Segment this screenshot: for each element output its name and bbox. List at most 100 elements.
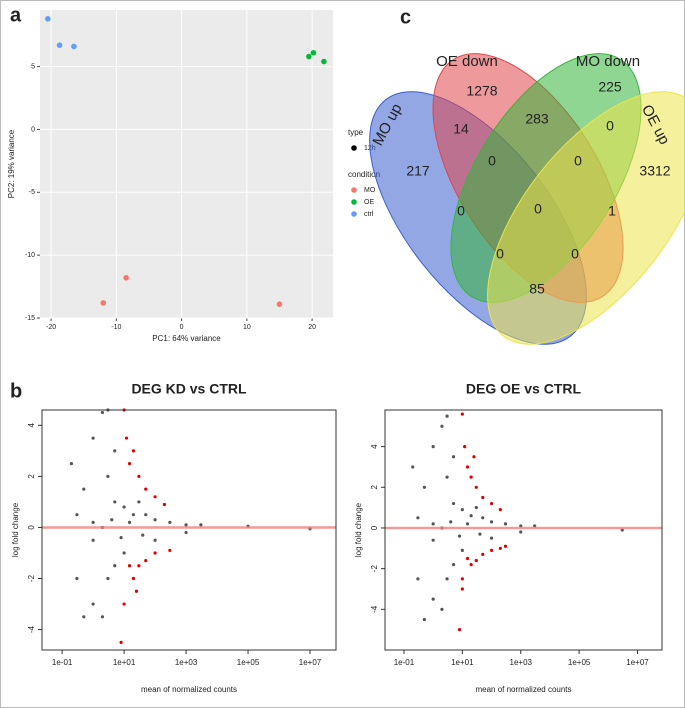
venn-count: 0 [574,153,582,169]
point [465,556,470,561]
x-tick-label: -10 [111,324,121,331]
point [100,300,107,306]
point [137,474,141,478]
point [113,500,117,504]
point [124,436,129,440]
y-tick-label: 4 [370,444,379,449]
point [56,42,63,48]
point [119,640,123,644]
point [75,513,79,517]
x-tick-label: 1e+07 [626,658,649,667]
venn-set-label: OE down [436,53,498,70]
y-tick-label: 2 [27,474,36,479]
point [465,522,470,526]
legend-symbol [351,211,357,217]
point [82,615,86,619]
x-tick-label: 1e+01 [451,658,474,667]
venn-count: 85 [529,281,545,297]
y-tick-label: 2 [370,485,379,490]
point [45,15,51,22]
x-tick-label: 1e+05 [237,658,260,667]
y-tick-label: -10 [25,252,35,259]
point [137,564,141,568]
point [100,615,105,619]
legend-title: condition [348,170,380,179]
point [127,520,132,524]
y-axis-label: log fold change [11,502,20,557]
y-tick-label: -4 [370,605,379,613]
point [91,538,95,542]
point [498,546,502,550]
y-tick-label: -4 [27,625,36,633]
point [463,445,467,449]
point [91,520,95,524]
y-axis-label: log fold change [354,502,363,557]
point [489,520,494,524]
point [460,412,464,416]
point [144,513,148,517]
point [127,462,132,466]
point [481,495,485,500]
y-tick-label: 0 [27,525,36,530]
point [82,487,86,491]
point [465,465,470,469]
point [469,475,473,479]
point [110,518,114,522]
point [106,576,110,581]
y-tick-label: -2 [27,574,36,582]
point [445,475,449,479]
x-tick-label: 1e+03 [510,658,533,667]
point [422,617,426,622]
point [91,602,95,606]
point [498,508,502,512]
point [449,520,453,524]
chart-title: DEG KD vs CTRL [131,381,247,397]
venn-count: 1278 [466,83,497,99]
point [472,455,476,459]
x-tick-label: 20 [308,324,316,331]
point [137,500,141,504]
legend-symbol [351,199,357,205]
point [69,462,74,466]
point [445,577,449,581]
y-tick-label: 0 [31,126,35,133]
point [416,516,420,520]
point [131,513,136,517]
y-tick-label: -5 [29,189,35,196]
point [431,445,435,449]
y-tick-label: 0 [370,525,379,530]
chart-title: DEG OE vs CTRL [466,381,582,397]
x-tick-label: 1e+05 [568,658,591,667]
x-axis-label: PC1: 64% variance [152,334,221,343]
y-tick-label: -15 [25,315,35,322]
point [451,562,456,567]
legend-label: MO [364,187,376,194]
point [122,551,126,555]
point [75,576,79,581]
x-tick-label: 1e+03 [175,658,198,667]
legend-label: OE [364,199,374,206]
point [127,564,132,568]
x-axis-label: mean of normalized counts [141,685,237,694]
y-tick-label: 4 [27,423,36,428]
point [153,495,157,499]
point [144,487,148,491]
point [474,506,478,510]
point [184,523,188,527]
point [503,522,508,526]
point [440,424,444,428]
point [153,538,157,542]
y-tick-label: -2 [370,565,379,573]
point [422,485,426,489]
plot-background [40,10,333,318]
x-tick-label: 1e+07 [299,658,322,667]
x-tick-label: 10 [243,324,251,331]
y-axis-label: PC2: 19% variance [7,129,16,198]
point [451,501,456,506]
point [519,530,523,534]
point [460,587,464,591]
point [134,589,139,593]
point [153,518,157,522]
venn-count: 283 [525,111,549,127]
